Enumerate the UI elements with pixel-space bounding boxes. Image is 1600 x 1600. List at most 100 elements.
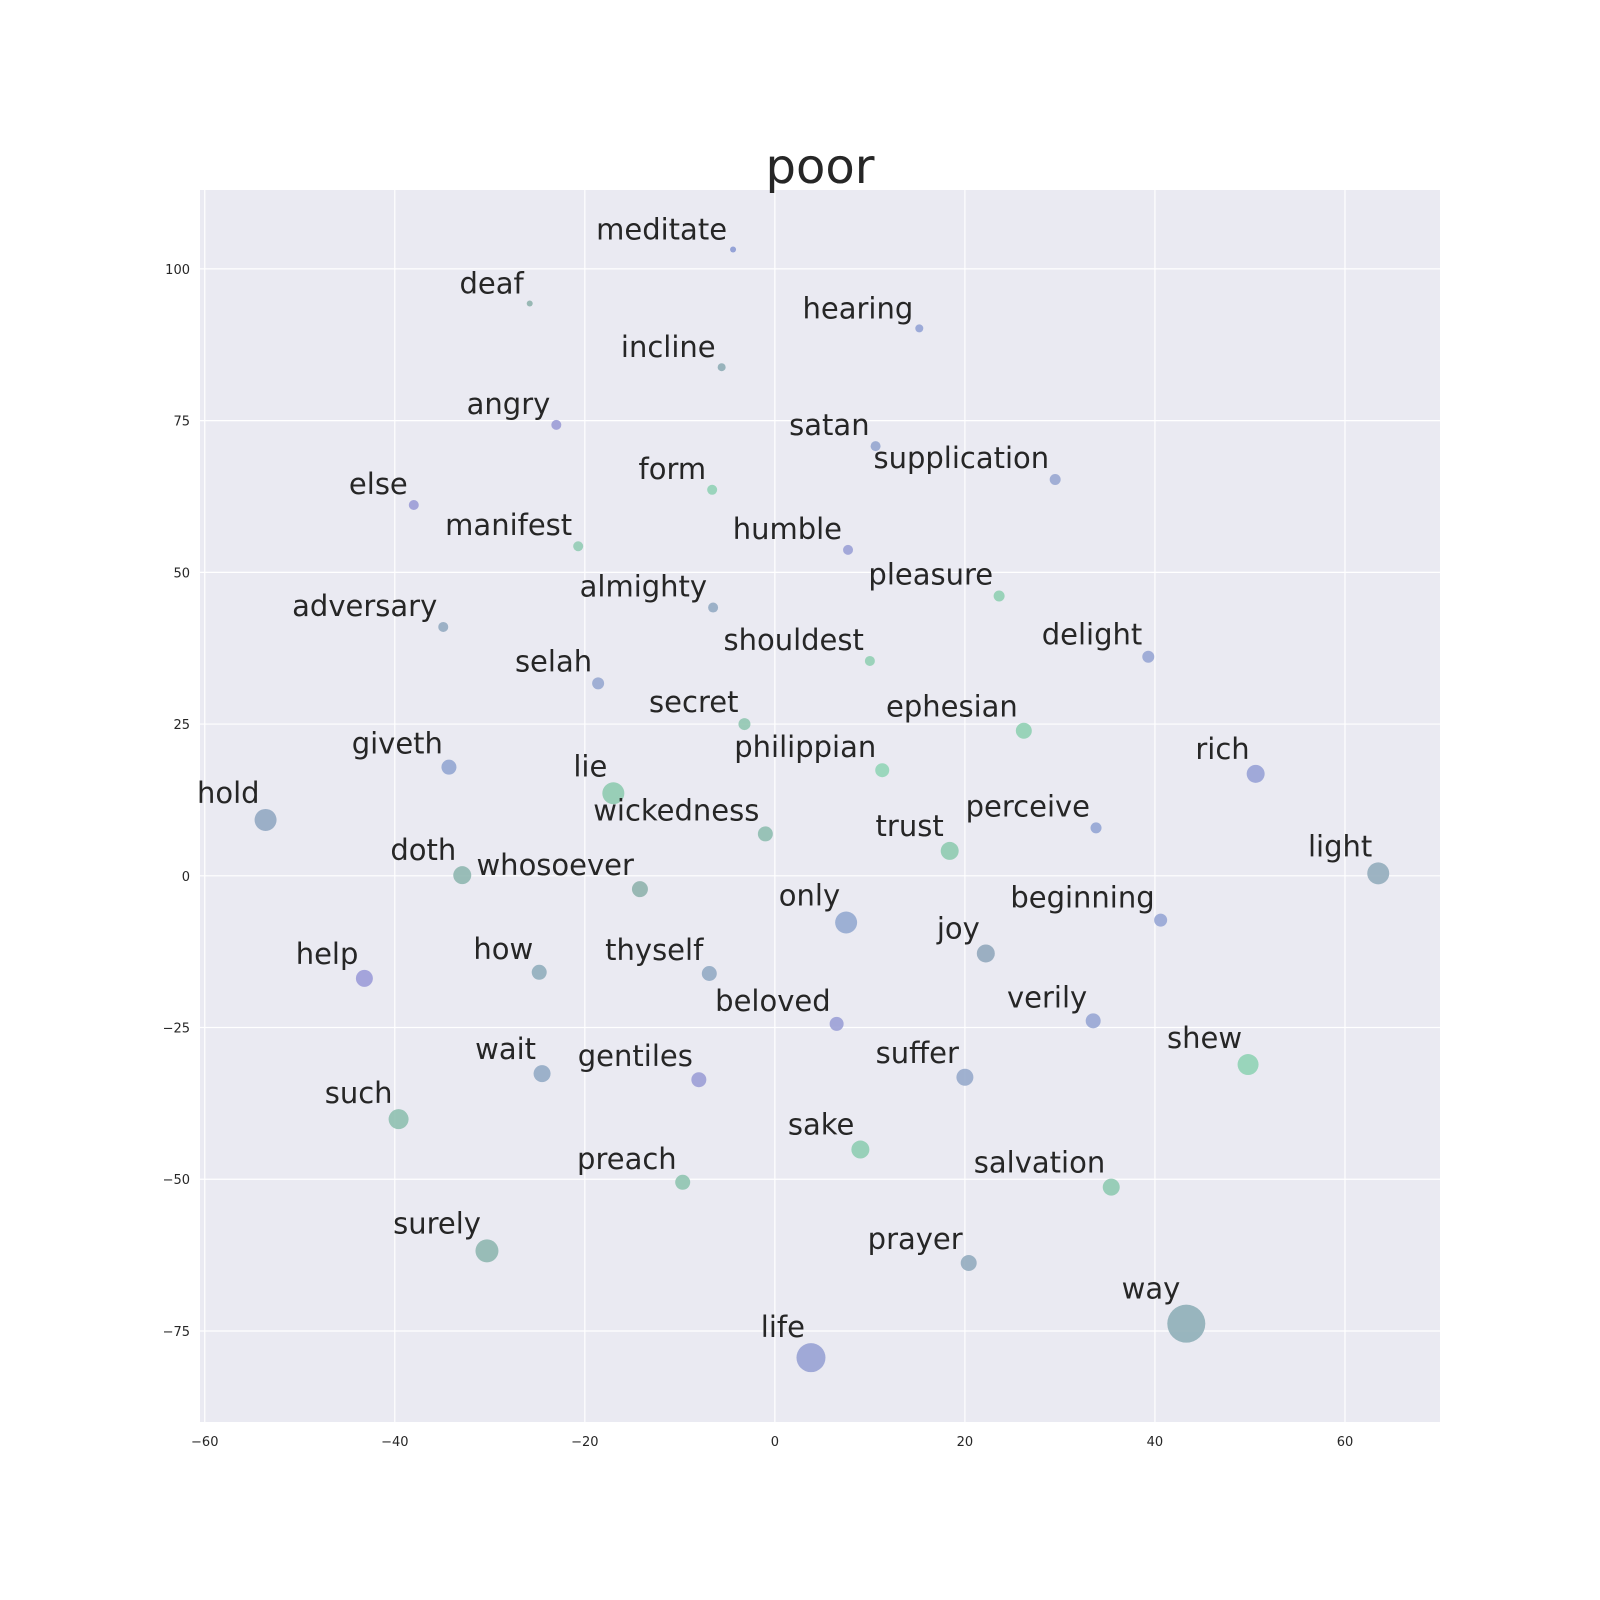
- point-label-preach: preach: [577, 1142, 677, 1176]
- point-form: [707, 484, 718, 495]
- point-how: [531, 964, 547, 980]
- point-manifest: [573, 541, 584, 552]
- point-secret: [738, 718, 751, 731]
- y-tick-label: 75: [173, 415, 190, 430]
- point-label-surely: surely: [393, 1206, 481, 1240]
- point-label-hearing: hearing: [803, 291, 914, 325]
- x-tick-label: 60: [1337, 1435, 1354, 1450]
- point-wickedness: [757, 826, 773, 842]
- point-label-philippian: philippian: [734, 730, 876, 764]
- point-label-pleasure: pleasure: [868, 558, 993, 592]
- point-salvation: [1102, 1178, 1120, 1196]
- point-label-thyself: thyself: [605, 933, 704, 967]
- point-meditate: [730, 246, 737, 253]
- point-sake: [851, 1140, 870, 1159]
- x-tick-label: 40: [1147, 1435, 1164, 1450]
- point-light: [1367, 862, 1390, 885]
- point-labels: meditate deaf hearing incline angry satansupp…: [197, 212, 1372, 1344]
- point-rich: [1246, 764, 1265, 783]
- x-tick-label: −40: [381, 1435, 408, 1450]
- point-label-joy: joy: [936, 911, 980, 945]
- point-label-light: light: [1308, 829, 1372, 863]
- point-label-perceive: perceive: [966, 789, 1090, 823]
- point-label-way: way: [1122, 1272, 1181, 1306]
- point-gentiles: [691, 1072, 707, 1088]
- point-lie: [602, 782, 625, 805]
- point-label-deaf: deaf: [459, 266, 524, 300]
- tick-labels: −60 −40 −20 0 20 40 60 −75 −50 −25 0 25 50 75 100: [163, 263, 1354, 1450]
- point-surely: [475, 1239, 499, 1263]
- point-beloved: [829, 1016, 844, 1031]
- point-whosoever: [631, 881, 648, 898]
- point-label-whosoever: whosoever: [476, 848, 634, 882]
- point-giveth: [441, 759, 457, 775]
- point-incline: [717, 363, 726, 372]
- y-tick-label: 0: [182, 870, 190, 885]
- point-ephesian: [1015, 722, 1032, 739]
- point-label-giveth: giveth: [352, 727, 443, 761]
- point-label-beginning: beginning: [1010, 881, 1154, 915]
- y-tick-label: −75: [163, 1325, 190, 1340]
- point-label-supplication: supplication: [873, 441, 1049, 475]
- point-philippian: [875, 763, 890, 778]
- point-hold: [254, 808, 277, 831]
- point-label-almighty: almighty: [580, 570, 707, 604]
- point-label-rich: rich: [1195, 732, 1249, 766]
- point-label-lie: lie: [573, 749, 607, 783]
- point-thyself: [701, 966, 717, 982]
- point-label-shew: shew: [1167, 1021, 1242, 1055]
- point-label-manifest: manifest: [445, 508, 572, 542]
- point-joy: [976, 944, 995, 963]
- point-label-help: help: [296, 937, 359, 971]
- chart-title: poor: [766, 139, 875, 195]
- x-tick-label: 0: [771, 1435, 779, 1450]
- y-tick-label: −50: [163, 1173, 190, 1188]
- point-shouldest: [864, 655, 875, 666]
- point-label-prayer: prayer: [868, 1222, 963, 1256]
- point-label-shouldest: shouldest: [723, 623, 863, 657]
- y-tick-label: 50: [173, 566, 190, 581]
- y-tick-label: −25: [163, 1022, 190, 1037]
- point-label-verily: verily: [1007, 980, 1087, 1014]
- point-label-such: such: [325, 1076, 393, 1110]
- point-perceive: [1090, 822, 1102, 834]
- point-else: [408, 499, 419, 510]
- point-delight: [1142, 650, 1155, 663]
- point-way: [1167, 1304, 1206, 1343]
- point-hearing: [915, 324, 924, 333]
- point-prayer: [960, 1254, 977, 1271]
- point-label-angry: angry: [467, 387, 551, 421]
- y-tick-label: 100: [165, 263, 190, 278]
- grid-lines: [200, 190, 1440, 1422]
- point-label-only: only: [779, 879, 840, 913]
- point-angry: [551, 419, 562, 430]
- point-life: [796, 1343, 826, 1373]
- point-label-secret: secret: [649, 685, 738, 719]
- point-label-doth: doth: [390, 833, 456, 867]
- point-trust: [940, 841, 959, 860]
- point-pleasure: [993, 590, 1005, 602]
- point-label-else: else: [349, 467, 408, 501]
- point-label-gentiles: gentiles: [578, 1039, 693, 1073]
- point-only: [835, 911, 858, 934]
- point-label-wait: wait: [475, 1032, 536, 1066]
- point-label-selah: selah: [515, 644, 592, 678]
- point-beginning: [1154, 913, 1168, 927]
- point-label-incline: incline: [621, 330, 716, 364]
- plot-area: [200, 190, 1440, 1422]
- point-label-hold: hold: [197, 776, 260, 810]
- point-doth: [453, 866, 472, 885]
- point-label-humble: humble: [733, 512, 842, 546]
- point-shew: [1237, 1054, 1259, 1076]
- point-almighty: [708, 602, 719, 613]
- point-such: [388, 1109, 409, 1130]
- point-suffer: [956, 1068, 974, 1086]
- data-points: [254, 246, 1390, 1373]
- y-tick-label: 25: [173, 718, 190, 733]
- x-tick-label: 20: [957, 1435, 974, 1450]
- x-tick-label: −60: [191, 1435, 218, 1450]
- point-label-life: life: [761, 1310, 805, 1344]
- point-preach: [675, 1174, 691, 1190]
- point-help: [355, 969, 373, 987]
